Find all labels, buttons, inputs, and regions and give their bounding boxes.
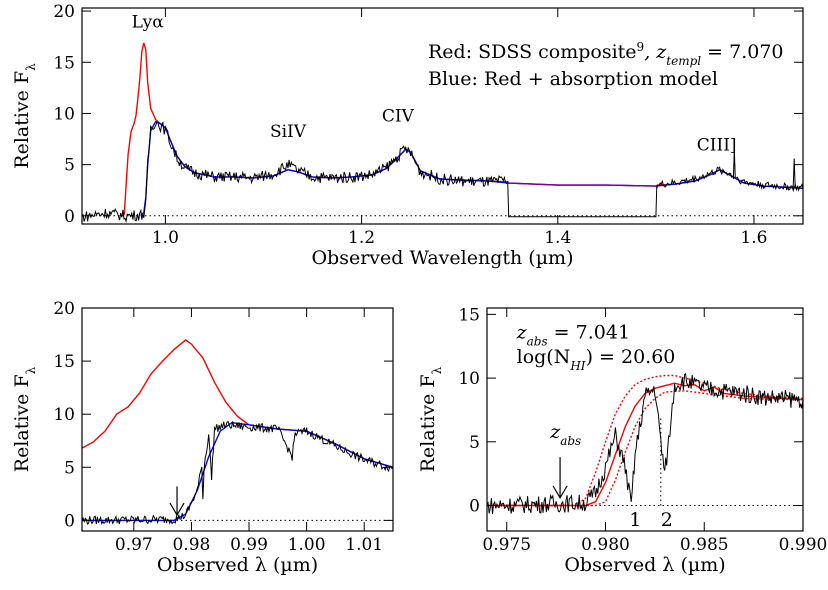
legend-sup: 9 [637, 40, 645, 54]
legend-line: Red: SDSS composite9, ztempl = 7.070 [428, 40, 784, 68]
absorption-arrow-head [169, 502, 185, 517]
y-tick-label: 0 [469, 497, 480, 517]
x-tick-label: 0.975 [482, 535, 531, 555]
y-axis-label-sub: λ [24, 366, 38, 374]
y-tick-label: 10 [53, 405, 75, 425]
legend-line: Blue: Red + absorption model [428, 68, 718, 90]
panel-label: zabs [549, 421, 581, 448]
data-series-line [507, 180, 658, 218]
label-sub: abs [560, 434, 581, 448]
panel-label: 2 [661, 509, 673, 531]
data-series-line [82, 121, 509, 223]
feature-annotation: Lyα [132, 12, 165, 32]
bottom-left-panel: 0.97 0.98 0.99 1.00 1.01 0 5 10 15 20 Observed λ (… [11, 299, 394, 576]
x-tick-label: 0.980 [581, 535, 630, 555]
plot-frame [486, 307, 804, 532]
y-tick-label: 10 [53, 104, 75, 124]
y-tick-label: 20 [53, 2, 75, 22]
label-main: z [516, 322, 528, 344]
label-main: z [549, 421, 561, 443]
y-tick-label: 15 [53, 53, 75, 73]
series-group [82, 339, 393, 526]
panel-label: zabs = 7.041 [516, 322, 630, 349]
y-axis-label: Relative Fλ [11, 63, 38, 169]
legend-sub: templ [666, 54, 701, 68]
legend-mid: , [644, 41, 656, 63]
legend-suffix: = 7.070 [701, 41, 783, 63]
absorption-arrow-head [552, 485, 568, 500]
data-series-line [487, 382, 803, 507]
data-series-line [656, 166, 803, 193]
label-main: 1 [629, 509, 641, 531]
y-tick-label: 0 [64, 511, 75, 531]
data-series-line [487, 390, 803, 507]
label-main: 2 [661, 509, 673, 531]
x-axis-label: Observed λ (µm) [157, 554, 318, 576]
y-tick-label: 15 [53, 352, 75, 372]
bottom-right-panel: 0.975 0.980 0.985 0.990 0 5 10 15 Observed λ (µm… [417, 305, 827, 576]
y-tick-label: 20 [53, 299, 75, 319]
data-series-line [792, 158, 796, 188]
data-series-line [656, 168, 803, 189]
y-tick-label: 0 [64, 207, 75, 227]
y-axis-label: Relative Fλ [11, 366, 38, 472]
y-axis-label-sub: λ [430, 366, 444, 374]
data-series-line [508, 182, 656, 187]
x-tick-label: 1.4 [544, 228, 571, 248]
top-panel: 1.0 1.2 1.4 1.6 0 5 10 15 20 Observed Wavelength … [11, 2, 804, 269]
y-tick-label: 5 [64, 458, 75, 478]
feature-annotation: CIII] [697, 135, 737, 155]
x-tick-label: 1.01 [345, 535, 383, 555]
data-series-line [732, 149, 736, 180]
feature-annotation: SiIV [270, 122, 307, 142]
x-tick-label: 0.990 [779, 535, 828, 555]
panel-label: log(NHI) = 20.60 [517, 346, 676, 373]
plot-frame [81, 7, 804, 225]
y-axis-label: Relative Fλ [417, 366, 444, 472]
x-tick-label: 1.2 [348, 228, 375, 248]
x-tick-label: 1.00 [288, 535, 326, 555]
feature-annotation: CIV [382, 107, 415, 127]
x-tick-label: 1.6 [740, 228, 767, 248]
x-axis-label: Observed λ (µm) [564, 554, 725, 576]
x-axis-label: Observed Wavelength (µm) [311, 247, 573, 269]
label-post: = 7.041 [548, 322, 630, 344]
x-tick-label: 0.97 [115, 535, 153, 555]
label-sub: HI [569, 359, 585, 373]
plot-frame [81, 307, 394, 532]
data-series-line [487, 372, 803, 514]
x-tick-label: 0.985 [680, 535, 729, 555]
x-tick-label: 1.0 [152, 228, 179, 248]
series-group [82, 42, 803, 223]
data-series-line [82, 339, 393, 468]
label-post: ) = 20.60 [586, 346, 676, 368]
data-series-line [82, 420, 393, 526]
y-tick-label: 5 [469, 433, 480, 453]
panel-label: 1 [629, 509, 641, 531]
data-series-line [82, 421, 393, 522]
y-tick-label: 15 [458, 305, 480, 325]
label-main: log(N [517, 346, 571, 368]
x-tick-label: 0.99 [230, 535, 268, 555]
y-tick-label: 5 [64, 156, 75, 176]
y-tick-label: 10 [458, 369, 480, 389]
series-group [487, 372, 803, 514]
label-sub: abs [527, 335, 548, 349]
legend-z: z [655, 41, 667, 63]
x-tick-label: 0.98 [172, 535, 210, 555]
y-axis-label-sub: λ [24, 63, 38, 71]
